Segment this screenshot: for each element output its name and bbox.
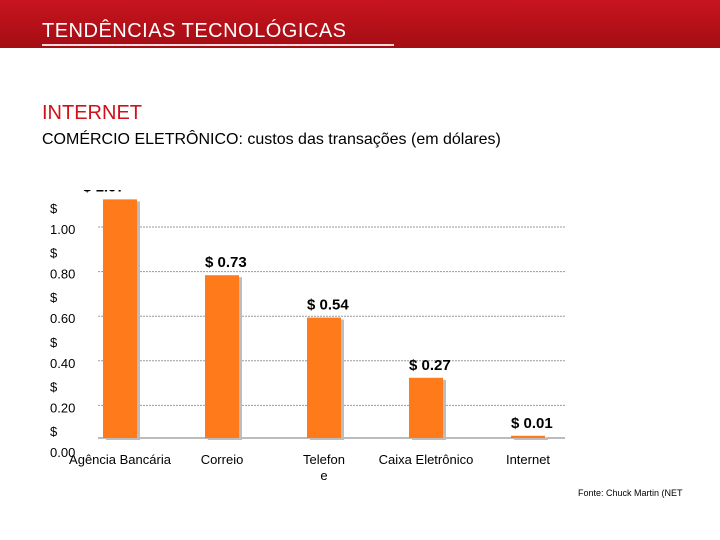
- data-label: $ 0.73: [205, 254, 247, 271]
- header-banner: TENDÊNCIAS TECNOLÓGICAS: [0, 0, 720, 48]
- data-label: $ 0.54: [307, 297, 349, 314]
- y-tick-label: $1.00: [50, 201, 75, 237]
- bar: [307, 317, 341, 438]
- source-note: Fonte: Chuck Martin (NET: [578, 488, 683, 498]
- x-tick-label: Telefon e: [303, 452, 345, 483]
- x-tick-label: Internet: [506, 452, 550, 467]
- y-tick-label: $0.40: [50, 335, 75, 371]
- y-tick-label: $0.00: [50, 424, 75, 460]
- banner-title: TENDÊNCIAS TECNOLÓGICAS: [42, 20, 347, 42]
- x-tick-label: Agência Bancária: [69, 452, 172, 467]
- bar: [409, 377, 443, 438]
- y-tick-label: $0.20: [50, 379, 75, 415]
- chart-subheading: COMÉRCIO ELETRÔNICO: custos das transaçõ…: [42, 131, 501, 148]
- data-label: $ 0.27: [409, 357, 451, 374]
- bar: [103, 199, 137, 438]
- data-label: $ 0.01: [511, 415, 553, 432]
- data-label: $ 1.07: [83, 190, 125, 195]
- section-heading: INTERNET: [42, 102, 142, 124]
- bar: [205, 275, 239, 438]
- bar: [511, 435, 545, 438]
- x-tick-label: Caixa Eletrônico: [379, 452, 474, 467]
- bar-shadow: [514, 437, 548, 440]
- x-tick-label: Correio: [201, 452, 244, 467]
- y-tick-label: $0.80: [50, 246, 75, 282]
- y-tick-label: $0.60: [50, 290, 75, 326]
- bar-chart: $0.00 $0.20 $0.40 $0.60 $0.80 $1.00 $ 1.07 Agên…: [50, 190, 565, 483]
- banner-underline: [42, 44, 394, 46]
